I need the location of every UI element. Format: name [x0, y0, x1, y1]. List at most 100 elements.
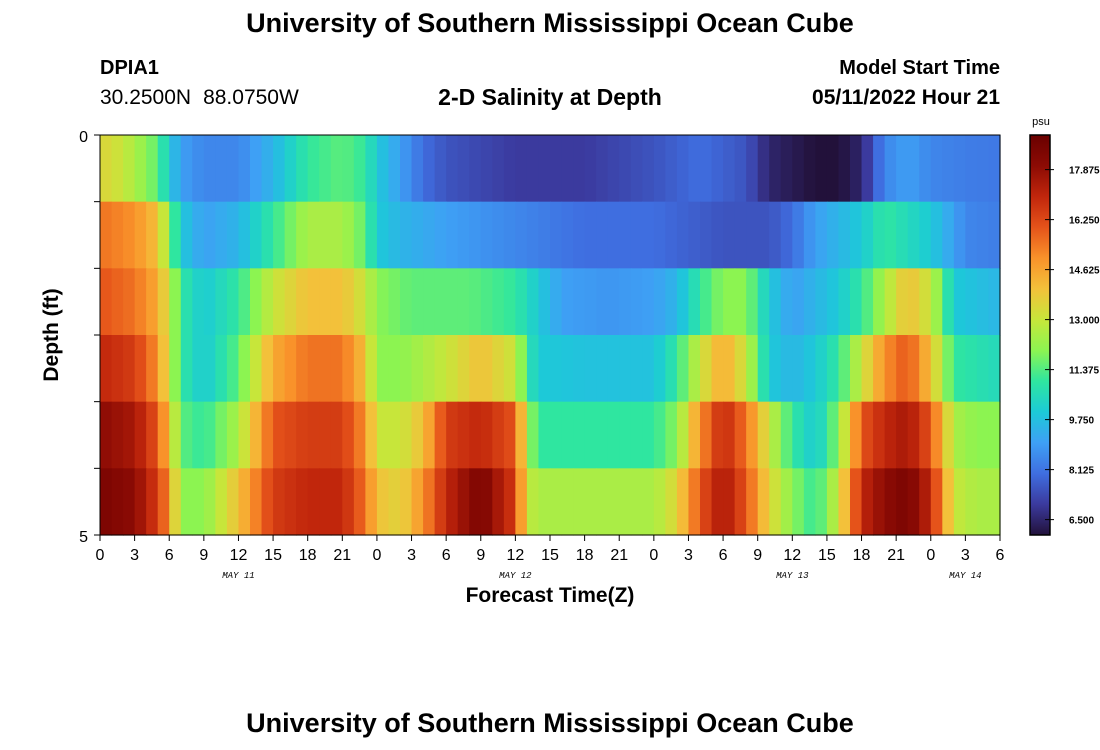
heat-cell — [215, 468, 228, 536]
heat-cell — [376, 468, 390, 536]
heat-cell — [157, 335, 170, 403]
heat-cell — [469, 201, 482, 269]
heat-cell — [976, 268, 990, 336]
heat-cell — [226, 335, 240, 403]
heat-cell — [734, 268, 747, 336]
heat-cell — [653, 401, 666, 469]
heat-cell — [434, 268, 447, 336]
heat-cell — [515, 268, 528, 336]
heat-cell — [411, 468, 424, 536]
heat-cell — [769, 201, 782, 269]
heat-cell — [203, 268, 216, 336]
heat-cell — [192, 335, 205, 403]
x-tick-label: 18 — [853, 547, 871, 564]
heat-cell — [988, 401, 1001, 469]
heat-cell — [457, 135, 470, 203]
x-tick-label: 9 — [476, 547, 485, 564]
heat-cell — [342, 135, 355, 203]
heat-cell — [284, 201, 297, 269]
heat-cell — [642, 201, 655, 269]
heat-cell — [792, 335, 805, 403]
heat-cell — [250, 401, 263, 469]
heat-cell — [676, 335, 690, 403]
heat-cell — [376, 135, 390, 203]
heat-cell — [907, 401, 920, 469]
heat-cell — [792, 468, 805, 536]
heat-cell — [573, 335, 586, 403]
heat-cell — [388, 335, 401, 403]
x-tick-label: 18 — [576, 547, 594, 564]
heat-cell — [215, 135, 228, 203]
heat-cell — [469, 401, 482, 469]
heat-cell — [503, 135, 516, 203]
heat-cell — [988, 468, 1001, 536]
heat-cell — [780, 201, 793, 269]
heat-cell — [757, 135, 770, 203]
y-tick-label: 5 — [79, 529, 88, 546]
heat-cell — [400, 468, 413, 536]
heat-cell — [988, 268, 1001, 336]
date-label: MAY 12 — [499, 571, 532, 581]
heat-cell — [446, 201, 459, 269]
heat-cell — [619, 135, 632, 203]
x-tick-label: 0 — [96, 547, 105, 564]
heat-cell — [469, 335, 482, 403]
heat-cell — [123, 268, 136, 336]
colorbar-tick-label: 17.875 — [1069, 166, 1100, 177]
heat-cell — [307, 135, 320, 203]
heat-cell — [365, 468, 378, 536]
heat-cell — [803, 135, 816, 203]
heat-cell — [307, 201, 320, 269]
heat-cell — [861, 268, 874, 336]
heat-cell — [400, 335, 413, 403]
heat-cell — [653, 468, 666, 536]
heat-cell — [342, 335, 355, 403]
heat-cell — [400, 268, 413, 336]
heat-cell — [319, 335, 332, 403]
page-title: University of Southern Mississippi Ocean… — [246, 8, 854, 38]
heat-cell — [780, 335, 793, 403]
heat-cell — [365, 268, 378, 336]
heat-cell — [261, 468, 274, 536]
heat-cell — [838, 268, 851, 336]
heat-cell — [861, 401, 874, 469]
heat-cell — [111, 268, 124, 336]
heat-cell — [307, 468, 320, 536]
heat-cell — [850, 401, 863, 469]
heat-cell — [261, 268, 274, 336]
heat-cell — [192, 401, 205, 469]
heat-cell — [411, 335, 424, 403]
x-tick-label: 9 — [753, 547, 762, 564]
heat-cell — [930, 468, 943, 536]
heat-cell — [492, 468, 505, 536]
heat-cell — [134, 335, 147, 403]
heat-cell — [630, 468, 643, 536]
heat-cell — [446, 401, 459, 469]
heat-cell — [342, 268, 355, 336]
heat-cell — [226, 401, 240, 469]
heat-cell — [215, 201, 228, 269]
heat-cell — [653, 201, 666, 269]
heat-cell — [480, 201, 493, 269]
model-start-value: 05/11/2022 Hour 21 — [812, 86, 1000, 109]
heat-cell — [896, 135, 909, 203]
heat-cell — [688, 135, 701, 203]
heat-cell — [123, 401, 136, 469]
heat-cell — [561, 135, 574, 203]
heat-cell — [884, 201, 897, 269]
heat-cell — [873, 335, 886, 403]
x-tick-label: 9 — [199, 547, 208, 564]
heat-cell — [746, 268, 759, 336]
heat-cell — [630, 201, 643, 269]
heat-cell — [319, 468, 332, 536]
heat-cell — [953, 268, 966, 336]
heat-cell — [515, 335, 528, 403]
heat-cell — [976, 201, 990, 269]
heat-cell — [226, 268, 240, 336]
heat-cell — [803, 335, 816, 403]
heat-cell — [676, 201, 690, 269]
heat-cell — [100, 268, 113, 336]
heat-cell — [919, 135, 932, 203]
heat-cell — [492, 268, 505, 336]
